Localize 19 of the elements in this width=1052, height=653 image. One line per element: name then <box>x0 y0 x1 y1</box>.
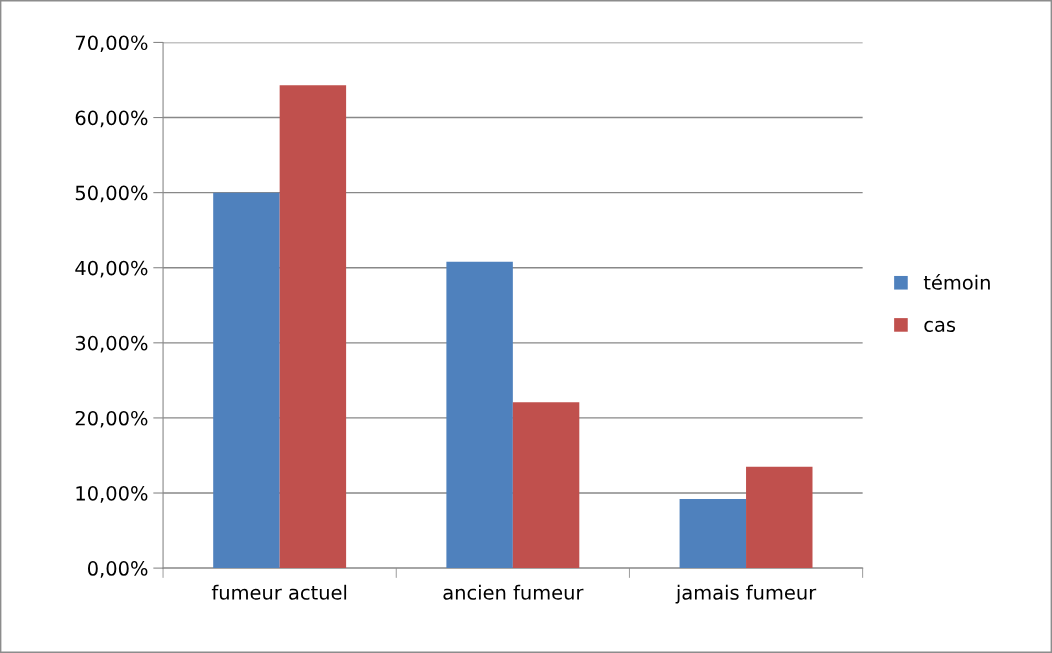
bar <box>512 402 580 569</box>
y-tick-label: 20,00% <box>75 410 148 428</box>
x-tick-label: jamais fumeur <box>675 584 817 604</box>
y-tick-label: 0,00% <box>87 561 148 578</box>
legend-label: témoin <box>923 274 990 290</box>
bar <box>446 261 513 569</box>
x-tick-label: fumeur actuel <box>211 584 347 600</box>
y-tick-label: 60,00% <box>75 110 148 128</box>
y-tick-label: 40,00% <box>75 260 148 278</box>
bar <box>746 466 813 569</box>
x-tick-label: ancien fumeur <box>443 584 584 600</box>
legend-label: cas <box>924 320 956 332</box>
y-tick-label: 10,00% <box>76 485 148 503</box>
y-tick-label: 50,00% <box>75 185 148 203</box>
bar <box>679 499 747 569</box>
y-tick-label: 70,00% <box>75 35 148 53</box>
bar <box>279 85 347 569</box>
y-tick-label: 30,00% <box>75 335 148 353</box>
bar <box>213 192 280 569</box>
